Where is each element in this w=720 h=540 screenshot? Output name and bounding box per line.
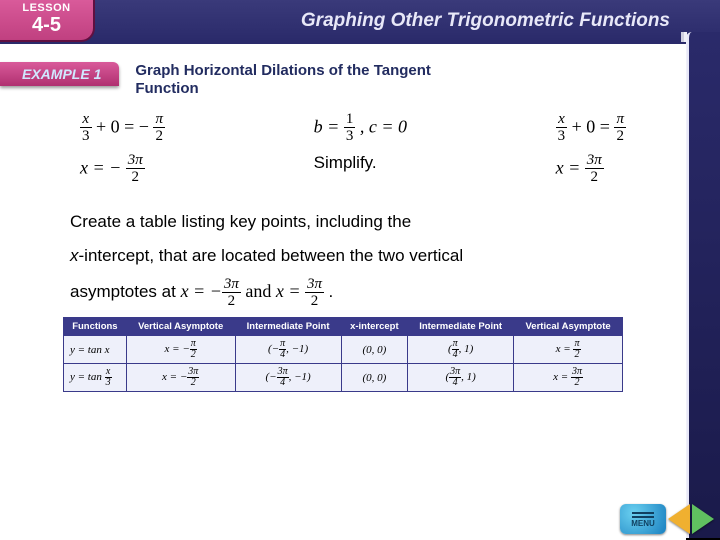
lesson-number: 4-5 <box>0 14 93 37</box>
example-header: EXAMPLE 1 Graph Horizontal Dilations of … <box>0 62 686 98</box>
page-edge-decoration <box>686 32 720 538</box>
nav-controls: MENU <box>620 504 714 534</box>
body-line-3: asymptotes at x = −3π2 and x = 3π2 . <box>70 273 646 309</box>
chapter-title: Graphing Other Trigonometric Functions <box>95 10 720 32</box>
next-button[interactable] <box>692 504 714 534</box>
body-line-1: Create a table listing key points, inclu… <box>70 205 646 239</box>
example-title: Graph Horizontal Dilations of the Tangen… <box>135 62 465 98</box>
prev-button[interactable] <box>668 504 690 534</box>
equation-block: x3 + 0 = − π2 x = − 3π2 b = 13 , c = 0 S… <box>0 98 686 197</box>
table-row: y = tan x x = −π2 (−π4, −1) (0, 0) (π4, … <box>64 336 623 364</box>
lesson-label: LESSON <box>0 2 93 14</box>
example-tab: EXAMPLE 1 <box>0 62 119 86</box>
main-content: EXAMPLE 1 Graph Horizontal Dilations of … <box>0 42 686 540</box>
body-line-2: x-intercept, that are located between th… <box>70 239 646 273</box>
eq-left: x3 + 0 = − π2 x = − 3π2 <box>80 112 165 193</box>
body-text: Create a table listing key points, inclu… <box>0 197 686 311</box>
menu-icon <box>632 512 654 514</box>
lesson-tab: LESSON 4-5 <box>0 0 95 42</box>
menu-button[interactable]: MENU <box>620 504 666 534</box>
header-bar: LESSON 4-5 Graphing Other Trigonometric … <box>0 0 720 42</box>
table-row: y = tan x3 x = −3π2 (−3π4, −1) (0, 0) (3… <box>64 364 623 392</box>
eq-mid: b = 13 , c = 0 Simplify. <box>314 112 407 193</box>
eq-right: x3 + 0 = π2 x = 3π2 <box>556 112 626 193</box>
key-points-table: Functions Vertical Asymptote Intermediat… <box>63 317 623 392</box>
table-header-row: Functions Vertical Asymptote Intermediat… <box>64 318 623 336</box>
